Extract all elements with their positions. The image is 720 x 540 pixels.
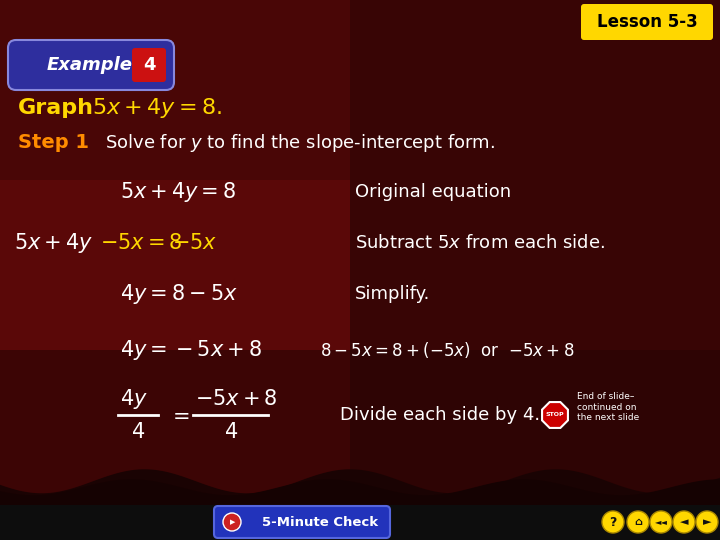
- Circle shape: [627, 511, 649, 533]
- Text: Graph: Graph: [18, 98, 94, 118]
- Text: Solve for $y$ to find the slope-intercept form.: Solve for $y$ to find the slope-intercep…: [105, 132, 495, 154]
- Polygon shape: [542, 402, 568, 428]
- Text: $8-5x=8+(-5x)$  or  $-5x+8$: $8-5x=8+(-5x)$ or $-5x+8$: [320, 340, 575, 360]
- Circle shape: [602, 511, 624, 533]
- Text: STOP: STOP: [546, 413, 564, 417]
- Bar: [0, 505, 720, 540]
- Circle shape: [223, 513, 241, 531]
- Text: Original equation: Original equation: [355, 183, 511, 201]
- Text: Divide each side by 4.: Divide each side by 4.: [340, 406, 540, 424]
- Circle shape: [673, 511, 695, 533]
- Text: Simplify.: Simplify.: [355, 285, 431, 303]
- Text: $-5x=8$: $-5x=8$: [100, 233, 182, 253]
- Text: ?: ?: [609, 516, 617, 529]
- Bar: [350, 0, 720, 540]
- FancyBboxPatch shape: [214, 506, 390, 538]
- Text: $5x+4y$: $5x+4y$: [14, 231, 93, 255]
- Text: ⌂: ⌂: [634, 517, 642, 527]
- Circle shape: [650, 511, 672, 533]
- Text: 4: 4: [143, 56, 156, 74]
- Text: ◄◄: ◄◄: [654, 517, 667, 526]
- Text: Subtract $5x$ from each side.: Subtract $5x$ from each side.: [355, 234, 605, 252]
- Text: $4y=-5x+8$: $4y=-5x+8$: [120, 338, 262, 362]
- Text: Example: Example: [47, 56, 133, 74]
- Text: Lesson 5-3: Lesson 5-3: [597, 13, 698, 31]
- Text: 5-Minute Check: 5-Minute Check: [262, 516, 378, 529]
- Text: Step 1: Step 1: [18, 133, 89, 152]
- Circle shape: [696, 511, 718, 533]
- Text: $4y$: $4y$: [120, 387, 148, 411]
- Text: ◄: ◄: [680, 517, 688, 527]
- Text: $5x+4y=8$: $5x+4y=8$: [120, 180, 236, 204]
- Text: End of slide–
continued on
the next slide: End of slide– continued on the next slid…: [577, 392, 639, 422]
- Text: $4$: $4$: [131, 422, 145, 442]
- Text: $=$: $=$: [168, 405, 189, 425]
- Text: $4y=8-5x$: $4y=8-5x$: [120, 282, 238, 306]
- FancyBboxPatch shape: [132, 48, 166, 82]
- Text: ►: ►: [703, 517, 711, 527]
- Bar: [0, 0, 350, 180]
- Text: $4$: $4$: [224, 422, 238, 442]
- Bar: [0, 350, 720, 540]
- Text: $-5x$: $-5x$: [172, 233, 217, 253]
- FancyBboxPatch shape: [581, 4, 713, 40]
- FancyBboxPatch shape: [8, 40, 174, 90]
- Text: $-5x+8$: $-5x+8$: [195, 389, 277, 409]
- Text: ▶: ▶: [230, 519, 235, 525]
- Text: $5x+4y=8.$: $5x+4y=8.$: [92, 96, 222, 120]
